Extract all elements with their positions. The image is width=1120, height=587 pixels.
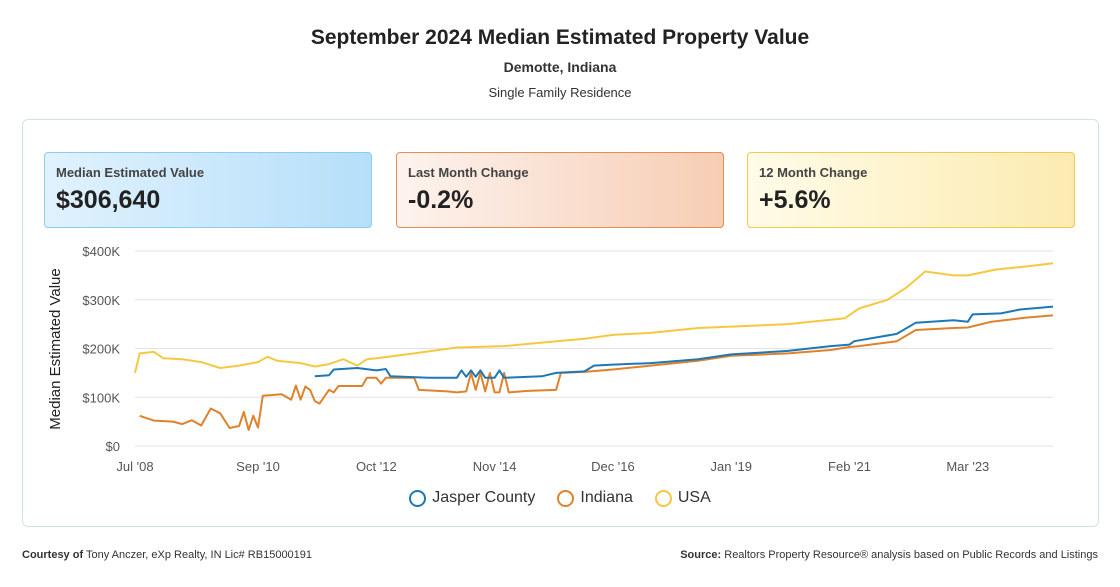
- card-value: $306,640: [56, 186, 161, 214]
- source: Source: Realtors Property Resource® anal…: [680, 549, 1098, 561]
- source-text: Realtors Property Resource® analysis bas…: [724, 549, 1098, 561]
- legend-label: Indiana: [580, 489, 633, 506]
- last-month-change-card: Last Month Change -0.2%: [396, 152, 724, 228]
- x-tick-label: Dec '16: [591, 459, 635, 474]
- twelve-month-change-card: 12 Month Change +5.6%: [747, 152, 1075, 228]
- x-tick-label: Nov '14: [473, 459, 517, 474]
- courtesy: Courtesy of Tony Anczer, eXp Realty, IN …: [22, 549, 312, 561]
- y-tick-label: $100K: [82, 390, 120, 405]
- y-tick-label: $0: [106, 439, 120, 454]
- property-type: Single Family Residence: [488, 85, 632, 100]
- x-tick-label: Sep '10: [236, 459, 280, 474]
- chart-panel: [22, 119, 1099, 527]
- location: Demotte, Indiana: [503, 59, 617, 75]
- series-line-usa: [134, 262, 1054, 374]
- median-value-card: Median Estimated Value $306,640: [44, 152, 372, 228]
- courtesy-text: Tony Anczer, eXp Realty, IN Lic# RB15000…: [85, 549, 313, 561]
- y-tick-label: $300K: [82, 293, 120, 308]
- source-label: Source:: [680, 549, 722, 561]
- legend-indiana[interactable]: Indiana: [557, 489, 633, 507]
- x-tick-label: Jan '19: [710, 459, 752, 474]
- legend-usa[interactable]: USA: [654, 489, 711, 507]
- legend-jasper-county[interactable]: Jasper County: [409, 489, 535, 507]
- y-tick-label: $200K: [82, 342, 120, 357]
- card-label: Last Month Change: [408, 165, 529, 180]
- legend-marker-icon: [409, 489, 427, 507]
- legend-label: USA: [677, 489, 711, 506]
- x-tick-label: Feb '21: [828, 459, 871, 474]
- y-tick-label: $400K: [82, 244, 120, 259]
- card-label: Median Estimated Value: [56, 165, 205, 180]
- y-axis-label: Median Estimated Value: [47, 268, 64, 429]
- legend-label: Jasper County: [432, 489, 536, 506]
- card-label: 12 Month Change: [759, 165, 868, 180]
- legend-marker-icon: [654, 489, 672, 507]
- series-line-indiana: [139, 314, 1054, 431]
- page-title: September 2024 Median Estimated Property…: [310, 26, 810, 49]
- x-tick-label: Mar '23: [946, 459, 989, 474]
- legend-marker-icon: [557, 489, 575, 507]
- series-line-jasper-county: [314, 305, 1054, 379]
- card-value: -0.2%: [408, 186, 474, 214]
- legend: Jasper County Indiana USA: [0, 489, 1120, 507]
- x-tick-label: Oct '12: [356, 459, 397, 474]
- card-value: +5.6%: [759, 186, 831, 214]
- courtesy-label: Courtesy of: [22, 549, 84, 561]
- x-tick-label: Jul '08: [116, 459, 153, 474]
